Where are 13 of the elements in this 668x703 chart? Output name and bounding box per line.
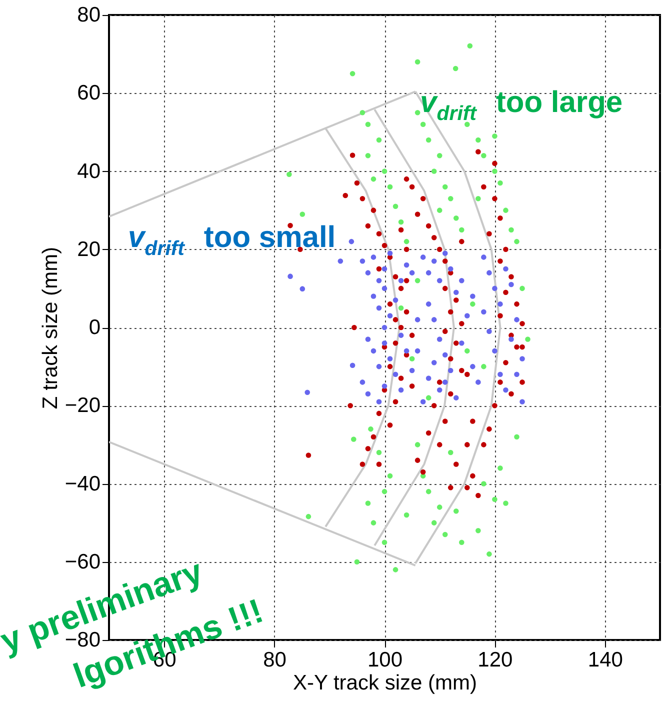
y-tick-label: 40: [77, 160, 100, 183]
y-tick-label: 80: [77, 4, 100, 26]
y-tick-label: −40: [64, 472, 100, 496]
x-tick-label: 100: [367, 648, 403, 672]
x-tick-label: 80: [263, 648, 286, 672]
y-tick-label: 20: [77, 238, 100, 261]
y-tick-label: 60: [77, 82, 100, 105]
x-tick-label: 140: [588, 648, 623, 672]
x-tick-label: 120: [478, 648, 513, 672]
x-axis-title: X-Y track size (mm): [293, 672, 477, 694]
y-tick-label: 0: [88, 316, 100, 339]
y-tick-label: −20: [64, 394, 100, 418]
y-axis-title: Z track size (mm): [38, 246, 62, 410]
